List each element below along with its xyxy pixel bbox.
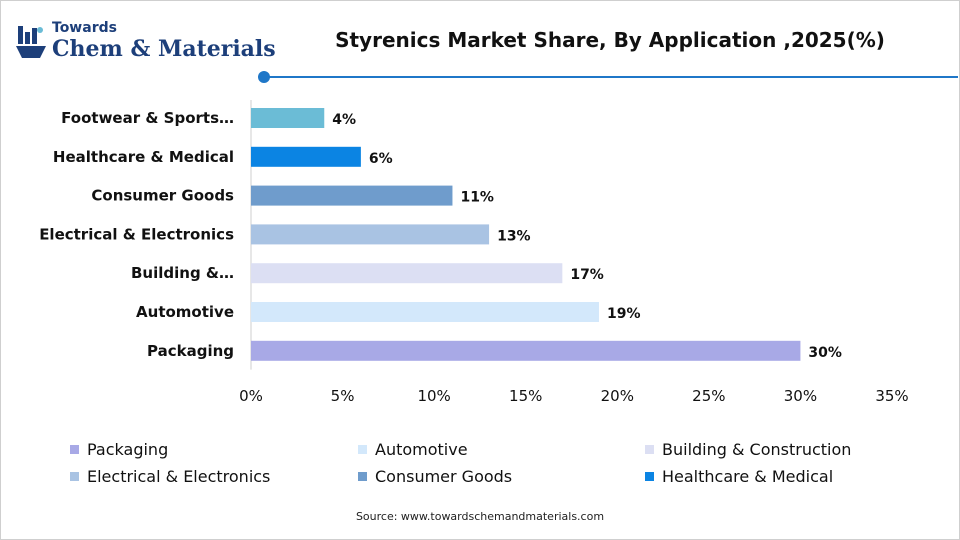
x-tick-label: 10% <box>417 387 450 405</box>
data-label: 4% <box>332 112 356 128</box>
title-underline-dot <box>258 71 270 83</box>
category-label: Healthcare & Medical <box>53 148 234 166</box>
data-label: 17% <box>570 267 604 283</box>
legend-label: Automotive <box>375 440 468 459</box>
brand-logo: Towards Chem & Materials <box>14 18 276 68</box>
category-label: Footwear & Sports… <box>61 109 234 127</box>
category-label: Building &… <box>131 264 234 282</box>
brand-line2: Chem & Materials <box>52 36 276 62</box>
legend-swatch <box>645 445 654 454</box>
data-label: 30% <box>808 345 842 361</box>
category-label: Electrical & Electronics <box>39 225 234 243</box>
bar <box>251 263 563 284</box>
category-label: Packaging <box>147 342 234 360</box>
legend-label: Packaging <box>87 440 169 459</box>
bar <box>251 185 453 206</box>
category-label: Automotive <box>136 303 234 321</box>
legend-item: Consumer Goods <box>358 467 512 486</box>
brand-line1: Towards <box>52 20 117 36</box>
legend-swatch <box>70 445 79 454</box>
x-tick-label: 0% <box>239 387 263 405</box>
x-tick-label: 25% <box>692 387 725 405</box>
title-underline <box>264 76 958 78</box>
bar <box>251 146 361 167</box>
source-note: Source: www.towardschemandmaterials.com <box>355 510 605 523</box>
legend-item: Healthcare & Medical <box>645 467 833 486</box>
legend-label: Building & Construction <box>662 440 852 459</box>
chart-title: Styrenics Market Share, By Application ,… <box>335 28 885 52</box>
bar <box>251 108 325 128</box>
x-tick-label: 5% <box>331 387 355 405</box>
legend-item: Packaging <box>70 440 168 459</box>
category-label: Consumer Goods <box>91 187 234 205</box>
legend-item: Building & Construction <box>645 440 851 459</box>
legend-swatch <box>358 472 367 481</box>
flask-icon <box>16 26 46 58</box>
legend-label: Healthcare & Medical <box>662 467 834 486</box>
legend-swatch <box>70 472 79 481</box>
data-label: 19% <box>607 306 641 322</box>
legend-label: Electrical & Electronics <box>87 467 271 486</box>
x-tick-label: 20% <box>601 387 634 405</box>
x-tick-label: 30% <box>784 387 817 405</box>
bar <box>251 340 801 361</box>
data-label: 13% <box>497 228 531 244</box>
bar <box>251 302 599 322</box>
legend-item: Electrical & Electronics <box>70 467 270 486</box>
legend-swatch <box>645 472 654 481</box>
data-label: 6% <box>369 151 393 167</box>
legend-label: Consumer Goods <box>375 467 513 486</box>
x-tick-label: 15% <box>509 387 542 405</box>
bar-chart: Footwear & Sports… 4% Healthcare & Medical… <box>39 100 909 405</box>
data-label: 11% <box>460 190 494 206</box>
legend-item: Automotive <box>358 440 468 459</box>
x-tick-label: 35% <box>875 387 908 405</box>
legend-swatch <box>358 445 367 454</box>
bar <box>251 224 490 245</box>
